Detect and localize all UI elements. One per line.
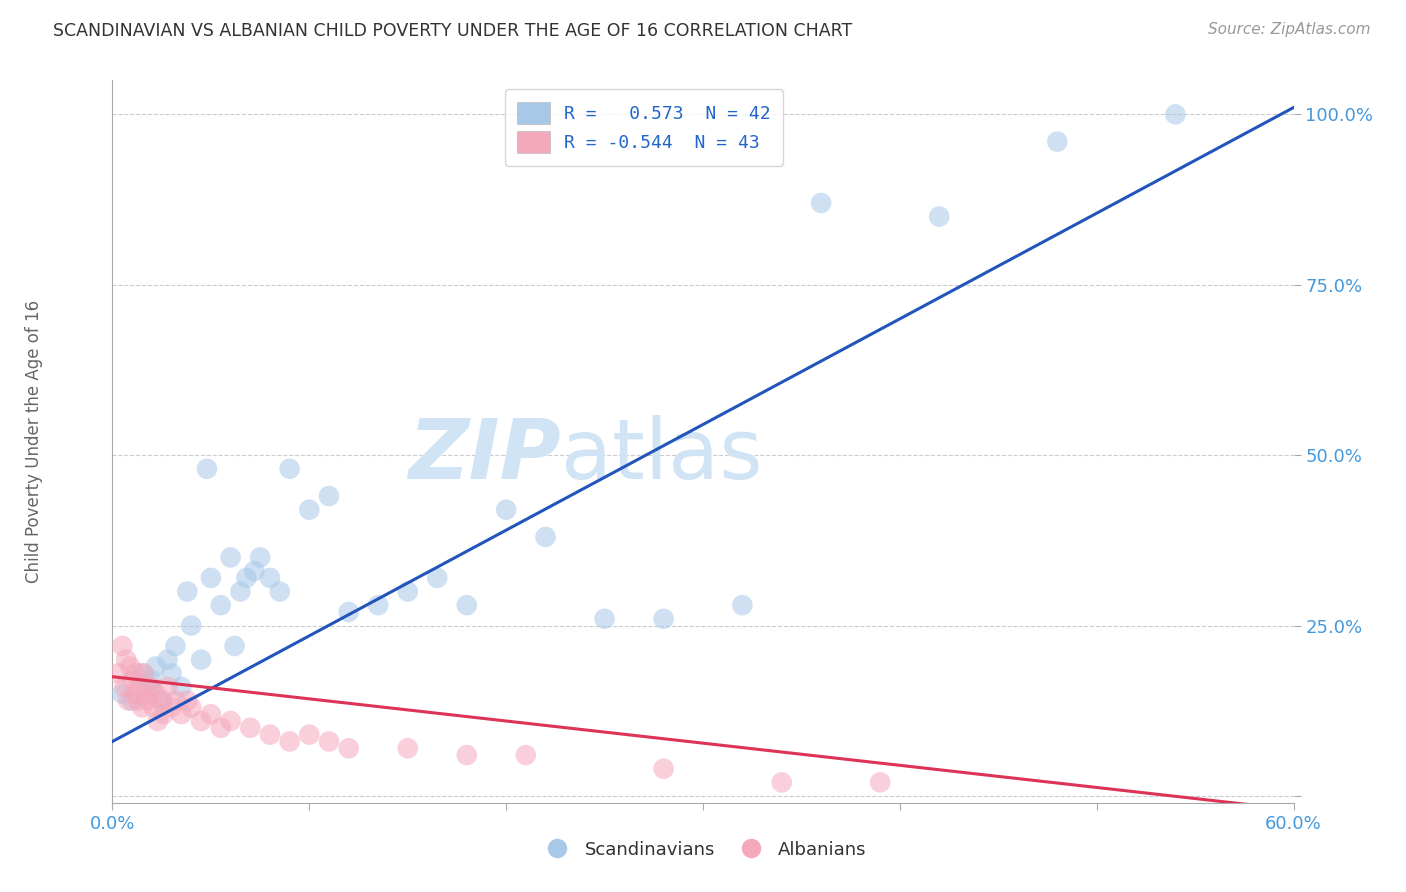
Point: [770, 775, 793, 789]
Point: [396, 741, 419, 756]
Point: [534, 530, 557, 544]
Point: [190, 714, 212, 728]
Point: [121, 673, 143, 687]
Point: [235, 571, 257, 585]
Point: [456, 748, 478, 763]
Point: [426, 571, 449, 585]
Point: [219, 714, 242, 728]
Point: [141, 673, 163, 687]
Point: [156, 680, 179, 694]
Point: [165, 693, 187, 707]
Point: [180, 700, 202, 714]
Point: [269, 584, 291, 599]
Point: [160, 666, 183, 681]
Point: [209, 721, 232, 735]
Point: [1164, 107, 1187, 121]
Point: [243, 564, 266, 578]
Point: [652, 612, 675, 626]
Point: [869, 775, 891, 789]
Point: [396, 584, 419, 599]
Point: [115, 653, 138, 667]
Point: [107, 666, 129, 681]
Point: [259, 728, 281, 742]
Point: [298, 728, 321, 742]
Point: [117, 693, 139, 707]
Point: [136, 693, 159, 707]
Point: [146, 714, 169, 728]
Point: [1046, 135, 1069, 149]
Point: [249, 550, 271, 565]
Point: [165, 639, 187, 653]
Point: [131, 700, 153, 714]
Point: [111, 639, 134, 653]
Point: [125, 666, 148, 681]
Point: [122, 687, 145, 701]
Point: [145, 659, 167, 673]
Point: [239, 721, 262, 735]
Point: [928, 210, 950, 224]
Point: [170, 707, 193, 722]
Text: atlas: atlas: [561, 416, 763, 497]
Point: [112, 680, 135, 694]
Y-axis label: Child Poverty Under the Age of 16: Child Poverty Under the Age of 16: [25, 300, 44, 583]
Point: [121, 693, 143, 707]
Point: [141, 680, 163, 694]
Point: [278, 734, 301, 748]
Text: ZIP: ZIP: [409, 416, 561, 497]
Point: [152, 707, 174, 722]
Point: [318, 489, 340, 503]
Point: [135, 687, 157, 701]
Point: [318, 734, 340, 748]
Point: [224, 639, 246, 653]
Point: [145, 687, 167, 701]
Point: [278, 462, 301, 476]
Point: [131, 666, 153, 681]
Point: [176, 584, 198, 599]
Point: [200, 707, 222, 722]
Point: [367, 598, 389, 612]
Point: [170, 680, 193, 694]
Point: [136, 680, 159, 694]
Point: [219, 550, 242, 565]
Point: [120, 659, 142, 673]
Text: Source: ZipAtlas.com: Source: ZipAtlas.com: [1208, 22, 1371, 37]
Point: [129, 680, 152, 694]
Point: [180, 618, 202, 632]
Point: [209, 598, 232, 612]
Point: [810, 196, 832, 211]
Point: [195, 462, 218, 476]
Point: [515, 748, 537, 763]
Point: [456, 598, 478, 612]
Point: [142, 700, 165, 714]
Legend: Scandinavians, Albanians: Scandinavians, Albanians: [533, 834, 873, 866]
Point: [298, 502, 321, 516]
Point: [127, 693, 149, 707]
Point: [229, 584, 252, 599]
Text: SCANDINAVIAN VS ALBANIAN CHILD POVERTY UNDER THE AGE OF 16 CORRELATION CHART: SCANDINAVIAN VS ALBANIAN CHILD POVERTY U…: [53, 22, 852, 40]
Point: [132, 666, 155, 681]
Point: [156, 653, 179, 667]
Point: [593, 612, 616, 626]
Point: [652, 762, 675, 776]
Point: [150, 693, 173, 707]
Point: [337, 741, 360, 756]
Point: [190, 653, 212, 667]
Point: [200, 571, 222, 585]
Point: [259, 571, 281, 585]
Point: [731, 598, 754, 612]
Point: [160, 700, 183, 714]
Point: [150, 693, 173, 707]
Point: [337, 605, 360, 619]
Point: [111, 687, 134, 701]
Point: [495, 502, 517, 516]
Point: [176, 693, 198, 707]
